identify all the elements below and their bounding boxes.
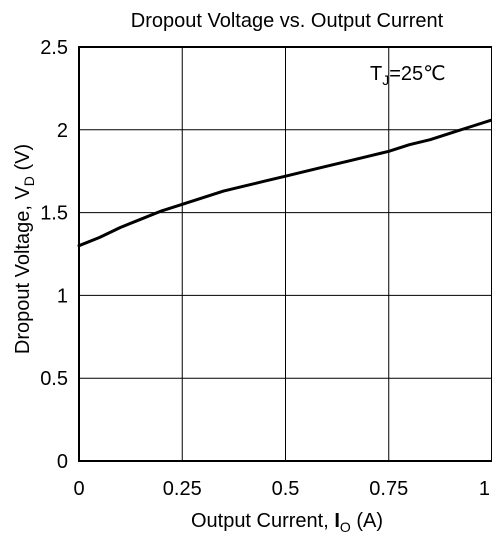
y-tick-label: 1.5 (40, 203, 68, 225)
x-axis-label-subscript: O (340, 519, 351, 534)
annotation-subscript: J (382, 72, 389, 88)
y-tick-label: 2.5 (40, 37, 68, 59)
y-axis-label-subscript: D (21, 176, 37, 186)
x-tick-label: 0.5 (272, 478, 300, 500)
x-axis-label: Output Current, IO (A) (191, 510, 383, 534)
series-line-0 (77, 118, 492, 248)
y-tick-label: 0.5 (40, 368, 68, 390)
chart-title: Dropout Voltage vs. Output Current (131, 10, 444, 32)
annotation-temperature: TJ=25℃ (370, 63, 446, 88)
x-tick-label: 0.75 (369, 478, 408, 500)
x-axis-label-prefix: Output Current, (191, 510, 334, 532)
y-axis-label-suffix: (V) (12, 144, 34, 176)
x-tick-label: 1 (479, 478, 490, 500)
x-tick-label: 0 (73, 478, 84, 500)
x-axis-label-symbol: I (334, 510, 340, 532)
y-tick-label: 0 (57, 451, 68, 473)
annotation-suffix: =25℃ (389, 63, 445, 85)
y-axis-label: Dropout Voltage, VD (V) (12, 144, 37, 354)
y-tick-labels: 0 0.5 1 1.5 2 2.5 (40, 37, 68, 473)
y-axis-label-prefix: Dropout Voltage, V (12, 186, 34, 355)
plot-frame (78, 46, 492, 462)
series-group (77, 118, 492, 248)
annotation-prefix: T (370, 63, 382, 85)
y-tick-label: 1 (57, 285, 68, 307)
x-tick-labels: 0 0.25 0.5 0.75 1 (73, 478, 490, 500)
plot-border (78, 46, 492, 462)
x-tick-label: 0.25 (163, 478, 202, 500)
y-tick-label: 2 (57, 120, 68, 142)
x-axis-label-suffix: (A) (351, 510, 383, 532)
